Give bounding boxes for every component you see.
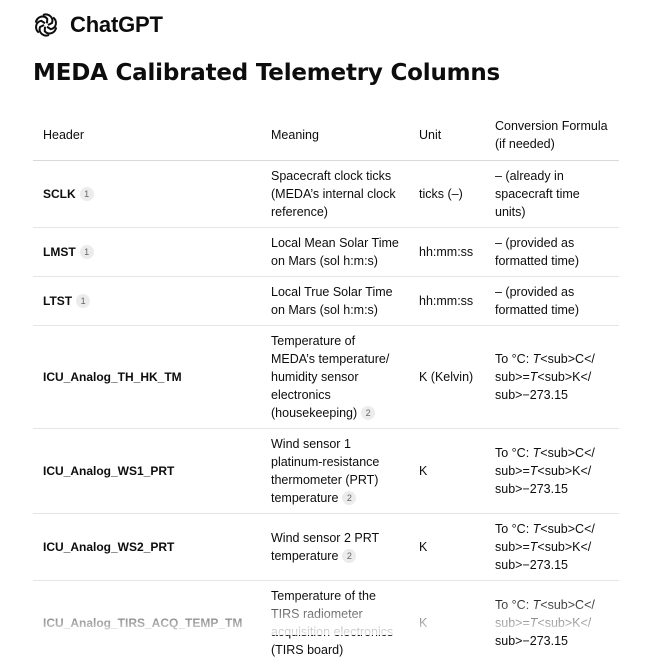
cell-header: SCLK 1	[33, 161, 261, 228]
table-row: LMST 1 Local Mean Solar Time on Mars (sol …	[33, 228, 619, 277]
cell-header: ICU_Analog_TIRS_ACQ_TEMP_TM	[33, 581, 261, 665]
conversion-prefix: To °C:	[495, 522, 533, 536]
cell-header: LTST 1	[33, 277, 261, 326]
cell-unit: ticks (–)	[409, 161, 485, 228]
cell-meaning-text: Local Mean Solar Time on Mars (sol h:m:s…	[271, 236, 399, 268]
cell-unit: hh:mm:ss	[409, 228, 485, 277]
column-header-unit: Unit	[409, 110, 485, 161]
cell-conversion: – (provided as formatted time)	[485, 277, 619, 326]
cell-header-text: LMST	[43, 245, 76, 259]
citation-badge[interactable]: 1	[76, 294, 90, 308]
cell-conversion: To °C: T<sub>C</ sub>=T<sub>K</ sub>−273…	[485, 326, 619, 429]
cell-header-text: SCLK	[43, 187, 76, 201]
openai-logo-icon	[32, 11, 60, 39]
column-header-conversion: Conversion Formula (if needed)	[485, 110, 619, 161]
cell-conversion: – (already in spacecraft time units)	[485, 161, 619, 228]
app-name[interactable]: ChatGPT	[70, 12, 163, 38]
cell-unit: K	[409, 514, 485, 581]
table-row: SCLK 1 Spacecraft clock ticks (MEDA’s inte…	[33, 161, 619, 228]
cell-meaning: Wind sensor 1 platinum-resistance thermo…	[261, 429, 409, 514]
cell-header-text: ICU_Analog_TH_HK_TM	[43, 370, 182, 384]
cell-header-text: ICU_Analog_WS1_PRT	[43, 464, 174, 478]
citation-badge[interactable]: 2	[342, 549, 356, 563]
table-row: LTST 1 Local True Solar Time on Mars (sol …	[33, 277, 619, 326]
cell-meaning: Local True Solar Time on Mars (sol h:m:s…	[261, 277, 409, 326]
conversion-prefix: To °C:	[495, 352, 533, 366]
table-row: ICU_Analog_TH_HK_TM Temperature of MEDA’s…	[33, 326, 619, 429]
cell-conversion: To °C: T<sub>C</ sub>=T<sub>K</ sub>−273…	[485, 514, 619, 581]
table-row: ICU_Analog_WS2_PRT Wind sensor 2 PRT temp…	[33, 514, 619, 581]
table-row: ICU_Analog_TIRS_ACQ_TEMP_TM Temperature o…	[33, 581, 619, 665]
cell-header-text: LTST	[43, 294, 72, 308]
cell-meaning: Temperature of MEDA’s temperature/ humid…	[261, 326, 409, 429]
cell-meaning-text: Wind sensor 1 platinum-resistance thermo…	[271, 437, 379, 505]
cell-unit: K	[409, 581, 485, 665]
cell-meaning-text: Spacecraft clock ticks (MEDA’s internal …	[271, 169, 396, 219]
table-header-row: Header Meaning Unit Conversion Formula (…	[33, 110, 619, 161]
cell-unit: K	[409, 429, 485, 514]
cell-header-text: ICU_Analog_WS2_PRT	[43, 540, 174, 554]
cell-meaning: Local Mean Solar Time on Mars (sol h:m:s…	[261, 228, 409, 277]
cell-meaning: Spacecraft clock ticks (MEDA’s internal …	[261, 161, 409, 228]
page-title: MEDA Calibrated Telemetry Columns	[33, 60, 500, 86]
citation-badge[interactable]: 2	[342, 491, 356, 505]
citation-badge[interactable]: 1	[80, 245, 94, 259]
table-row: ICU_Analog_WS1_PRT Wind sensor 1 platinum…	[33, 429, 619, 514]
cell-header: ICU_Analog_TH_HK_TM	[33, 326, 261, 429]
conversion-prefix: To °C:	[495, 598, 533, 612]
cell-unit: K (Kelvin)	[409, 326, 485, 429]
cell-header: LMST 1	[33, 228, 261, 277]
cell-meaning: Temperature of the TIRS radiometer acqui…	[261, 581, 409, 665]
column-header-meaning: Meaning	[261, 110, 409, 161]
cell-header-text: ICU_Analog_TIRS_ACQ_TEMP_TM	[43, 616, 242, 630]
cell-conversion: To °C: T<sub>C</ sub>=T<sub>K</ sub>−273…	[485, 581, 619, 665]
telemetry-table-container: Header Meaning Unit Conversion Formula (…	[33, 110, 619, 665]
cell-meaning-text: Temperature of the TIRS radiometer acqui…	[271, 589, 393, 657]
cell-header: ICU_Analog_WS1_PRT	[33, 429, 261, 514]
conversion-prefix: To °C:	[495, 446, 533, 460]
cell-conversion: – (provided as formatted time)	[485, 228, 619, 277]
brand-header: ChatGPT	[32, 10, 163, 40]
citation-badge[interactable]: 1	[80, 187, 94, 201]
cell-header: ICU_Analog_WS2_PRT	[33, 514, 261, 581]
telemetry-table: Header Meaning Unit Conversion Formula (…	[33, 110, 619, 665]
citation-badge[interactable]: 2	[361, 406, 375, 420]
column-header-header: Header	[33, 110, 261, 161]
cell-conversion: To °C: T<sub>C</ sub>=T<sub>K</ sub>−273…	[485, 429, 619, 514]
cell-meaning-text: Wind sensor 2 PRT temperature	[271, 531, 379, 563]
cell-meaning-text: Local True Solar Time on Mars (sol h:m:s…	[271, 285, 393, 317]
cell-unit: hh:mm:ss	[409, 277, 485, 326]
